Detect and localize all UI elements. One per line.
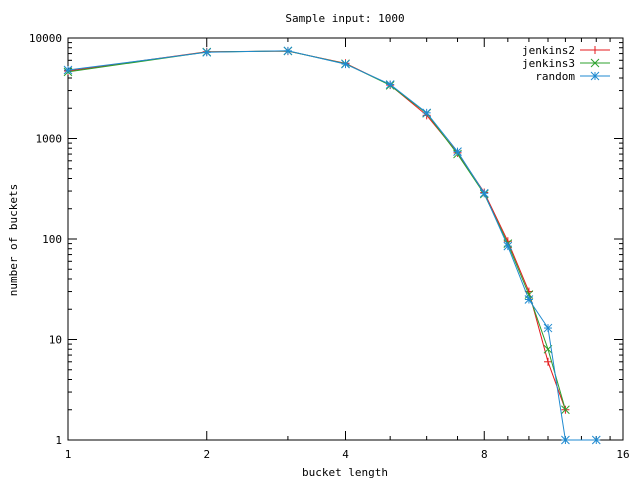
x-tick-label: 16: [616, 448, 629, 461]
y-axis-label: number of buckets: [7, 184, 20, 297]
point-random-d2: [202, 47, 212, 57]
y-tick-label: 10000: [29, 32, 62, 45]
point-random-d2: [422, 108, 432, 118]
point-random-d2: [479, 188, 489, 198]
point-random-d2: [591, 435, 601, 445]
point-random-d2: [385, 80, 395, 89]
point-random-d2: [453, 147, 462, 156]
legend-marker-jenkins3-d2: [590, 58, 600, 68]
x-tick-label: 8: [481, 448, 488, 461]
point-random-d2: [63, 65, 73, 75]
point-random-d2: [283, 46, 293, 56]
legend-label-jenkins2: jenkins2: [522, 44, 575, 57]
legend-marker-random-d2: [590, 71, 600, 81]
point-random-d2: [561, 435, 570, 445]
point-jenkins3-d2: [561, 405, 570, 415]
series-random: [63, 46, 601, 445]
point-random-d2: [341, 59, 350, 69]
x-tick-label: 1: [65, 448, 72, 461]
point-random-d2: [503, 241, 513, 251]
chart-title: Sample input: 1000: [285, 12, 404, 25]
point-random-d2: [524, 295, 534, 304]
x-tick-label: 4: [342, 448, 349, 461]
legend-label-jenkins3: jenkins3: [522, 57, 575, 70]
x-axis-label: bucket length: [302, 466, 388, 479]
y-tick-label: 10: [49, 334, 62, 347]
point-random-d2: [543, 323, 553, 333]
y-tick-label: 100: [42, 233, 62, 246]
x-tick-label: 2: [203, 448, 210, 461]
y-tick-label: 1000: [36, 133, 63, 146]
series-group: [63, 46, 601, 445]
plot-frame: [67, 37, 624, 441]
y-tick-label: 1: [55, 434, 62, 447]
legend-label-random: random: [535, 70, 575, 83]
